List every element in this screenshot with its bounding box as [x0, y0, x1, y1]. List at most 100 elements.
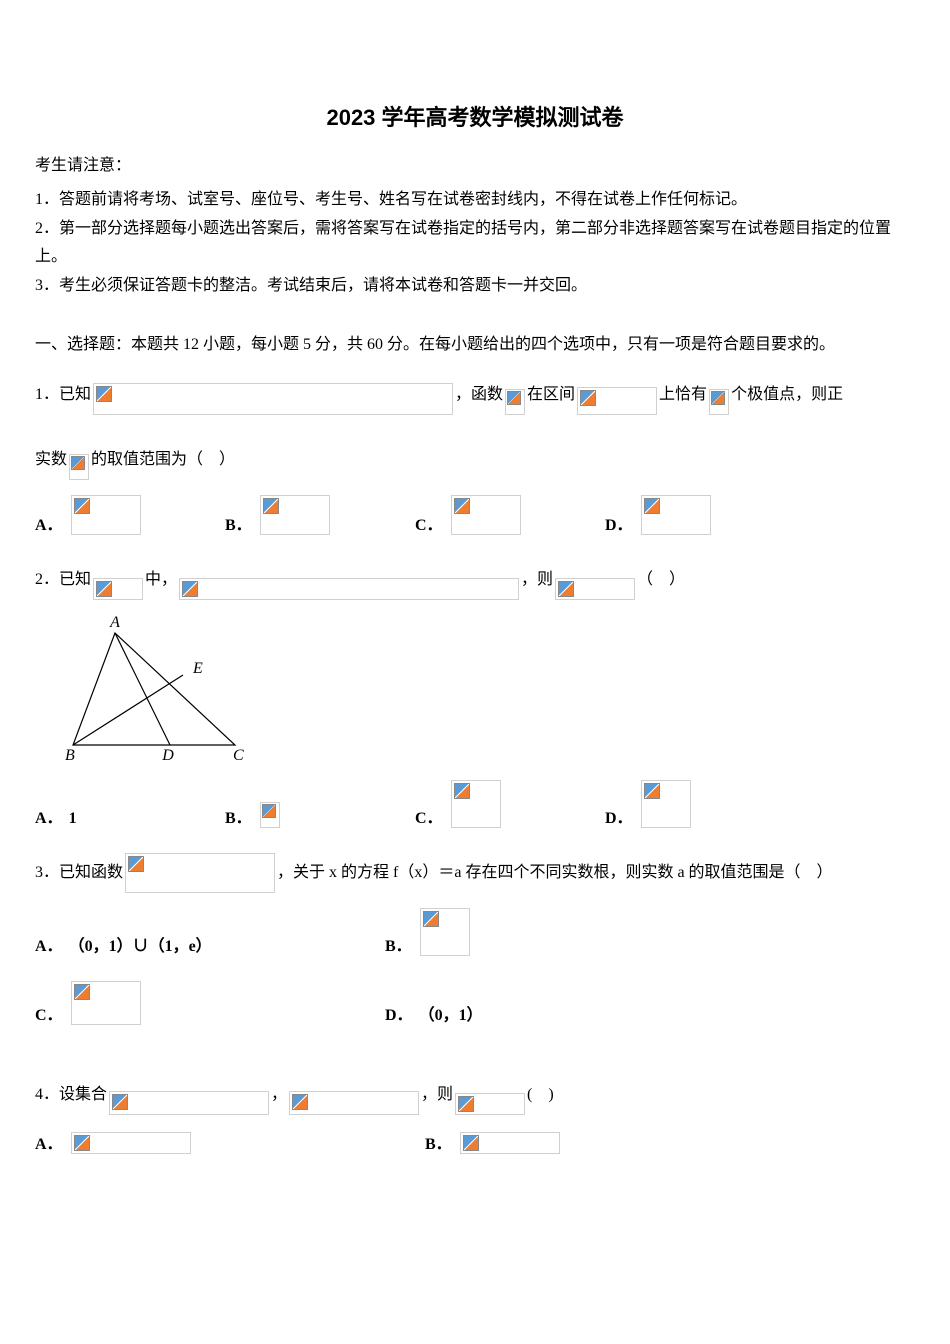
q1-option-b: B． [225, 495, 375, 535]
formula-placeholder-icon [260, 802, 280, 828]
q2-options: A． 1 B． C． D． [35, 780, 915, 828]
q2-option-c: C． [415, 780, 565, 828]
q4-mid1: ， [271, 1075, 287, 1115]
formula-placeholder-icon [109, 1091, 269, 1115]
formula-placeholder-icon [125, 853, 275, 893]
formula-placeholder-icon [93, 383, 453, 415]
formula-placeholder-icon [451, 780, 501, 828]
q3-option-d: D． （0，1） [385, 1001, 807, 1025]
q1-option-a: A． [35, 495, 185, 535]
question-2: 2．已知 中， ，则 （ ） [35, 560, 915, 600]
vertex-d-label: D [161, 747, 174, 764]
q2-option-b: B． [225, 802, 375, 828]
q4-optB-label: B． [425, 1130, 452, 1154]
q2-option-d: D． [605, 780, 755, 828]
formula-placeholder-icon [505, 389, 525, 415]
formula-placeholder-icon [455, 1093, 525, 1115]
q4-option-b: B． [425, 1130, 575, 1154]
formula-placeholder-icon [93, 578, 143, 600]
question-4: 4．设集合 ， ，则 ( ) [35, 1075, 915, 1115]
q1-mid3: 上恰有 [659, 375, 707, 415]
q3-optC-label: C． [35, 1001, 63, 1025]
formula-placeholder-icon [709, 389, 729, 415]
q4-options: A． B． [35, 1130, 915, 1154]
q3-optD-label: D． [385, 1001, 413, 1025]
formula-placeholder-icon [641, 495, 711, 535]
question-2-line-1: 2．已知 中， ，则 （ ） [35, 560, 915, 600]
q3-option-b: B． [385, 908, 807, 956]
q1-line2-suffix: 的取值范围为（ ） [91, 440, 235, 480]
q2-optD-label: D． [605, 804, 633, 828]
line-be [73, 675, 183, 745]
q1-options: A． B． C． D． [35, 495, 915, 535]
q4-prefix: 4．设集合 [35, 1075, 107, 1115]
formula-placeholder-icon [451, 495, 521, 535]
q4-optA-label: A． [35, 1130, 63, 1154]
q1-optB-label: B． [225, 511, 252, 535]
q2-optB-label: B． [225, 804, 252, 828]
formula-placeholder-icon [641, 780, 691, 828]
q1-option-c: C． [415, 495, 565, 535]
q2-prefix: 2．已知 [35, 560, 91, 600]
q3-mid: ，关于 x 的方程 f（x）＝a 存在四个不同实数根，则实数 a 的取值范围是（… [277, 853, 833, 893]
q2-optA-text: 1 [69, 810, 77, 828]
q3-option-c: C． [35, 981, 385, 1025]
section-header-1: 一、选择题：本题共 12 小题，每小题 5 分，共 60 分。在每小题给出的四个… [35, 331, 915, 360]
q1-suffix: 个极值点，则正 [731, 375, 843, 415]
vertex-e-label: E [192, 660, 203, 677]
q3-optA-label: A． [35, 932, 63, 956]
q4-option-a: A． [35, 1130, 385, 1154]
vertex-a-label: A [109, 615, 120, 631]
formula-placeholder-icon [260, 495, 330, 535]
formula-placeholder-icon [71, 1132, 191, 1154]
question-4-line-1: 4．设集合 ， ，则 ( ) [35, 1075, 915, 1115]
notice-1: 1．答题前请将考场、试室号、座位号、考生号、姓名写在试卷密封线内，不得在试卷上作… [35, 186, 915, 215]
formula-placeholder-icon [420, 908, 470, 956]
q3-prefix: 3．已知函数 [35, 853, 123, 893]
formula-placeholder-icon [460, 1132, 560, 1154]
vertex-c-label: C [233, 747, 244, 764]
q2-optC-label: C． [415, 804, 443, 828]
q3-optA-text: （0，1）∪（1，e） [69, 932, 212, 956]
triangle-svg: A B C D E [55, 615, 255, 765]
formula-placeholder-icon [179, 578, 519, 600]
formula-placeholder-icon [71, 495, 141, 535]
q3-optD-text: （0，1） [419, 1001, 483, 1025]
document-page: 2023 学年高考数学模拟测试卷 考生请注意： 1．答题前请将考场、试室号、座位… [0, 0, 950, 1219]
formula-placeholder-icon [71, 981, 141, 1025]
q4-mid2: ，则 [421, 1075, 453, 1115]
q2-option-a: A． 1 [35, 804, 185, 828]
q1-mid2: 在区间 [527, 375, 575, 415]
vertex-b-label: B [65, 747, 75, 764]
q1-option-d: D． [605, 495, 755, 535]
q1-line2-prefix: 实数 [35, 440, 67, 480]
q1-optD-label: D． [605, 511, 633, 535]
question-3-line-1: 3．已知函数 ，关于 x 的方程 f（x）＝a 存在四个不同实数根，则实数 a … [35, 853, 915, 893]
q2-optA-label: A． [35, 804, 63, 828]
question-1-line-2: 实数 的取值范围为（ ） [35, 440, 915, 480]
triangle-outline [73, 633, 235, 745]
q1-optC-label: C． [415, 511, 443, 535]
q2-mid1: 中， [145, 560, 177, 600]
notice-header: 考生请注意： [35, 152, 915, 181]
q2-mid2: ，则 [521, 560, 553, 600]
q3-options: A． （0，1）∪（1，e） B． C． D． （0，1） [35, 908, 915, 1050]
q2-suffix: （ ） [637, 560, 685, 600]
q1-optA-label: A． [35, 511, 63, 535]
formula-placeholder-icon [577, 387, 657, 415]
triangle-figure: A B C D E [55, 615, 915, 765]
notice-2: 2．第一部分选择题每小题选出答案后，需将答案写在试卷指定的括号内，第二部分非选择… [35, 215, 915, 273]
formula-placeholder-icon [555, 578, 635, 600]
formula-placeholder-icon [69, 454, 89, 480]
q3-option-a: A． （0，1）∪（1，e） [35, 932, 385, 956]
question-3: 3．已知函数 ，关于 x 的方程 f（x）＝a 存在四个不同实数根，则实数 a … [35, 853, 915, 893]
question-1: 1．已知 ，函数 在区间 上恰有 个极值点，则正 实数 的取值范围为（ ） [35, 375, 915, 480]
q1-mid1: ，函数 [455, 375, 503, 415]
q1-prefix: 1．已知 [35, 375, 91, 415]
q4-suffix: ( ) [527, 1075, 554, 1115]
page-title: 2023 学年高考数学模拟测试卷 [35, 100, 915, 132]
formula-placeholder-icon [289, 1091, 419, 1115]
question-1-line-1: 1．已知 ，函数 在区间 上恰有 个极值点，则正 [35, 375, 915, 415]
notice-3: 3．考生必须保证答题卡的整洁。考试结束后，请将本试卷和答题卡一并交回。 [35, 272, 915, 301]
q3-optB-label: B． [385, 932, 412, 956]
